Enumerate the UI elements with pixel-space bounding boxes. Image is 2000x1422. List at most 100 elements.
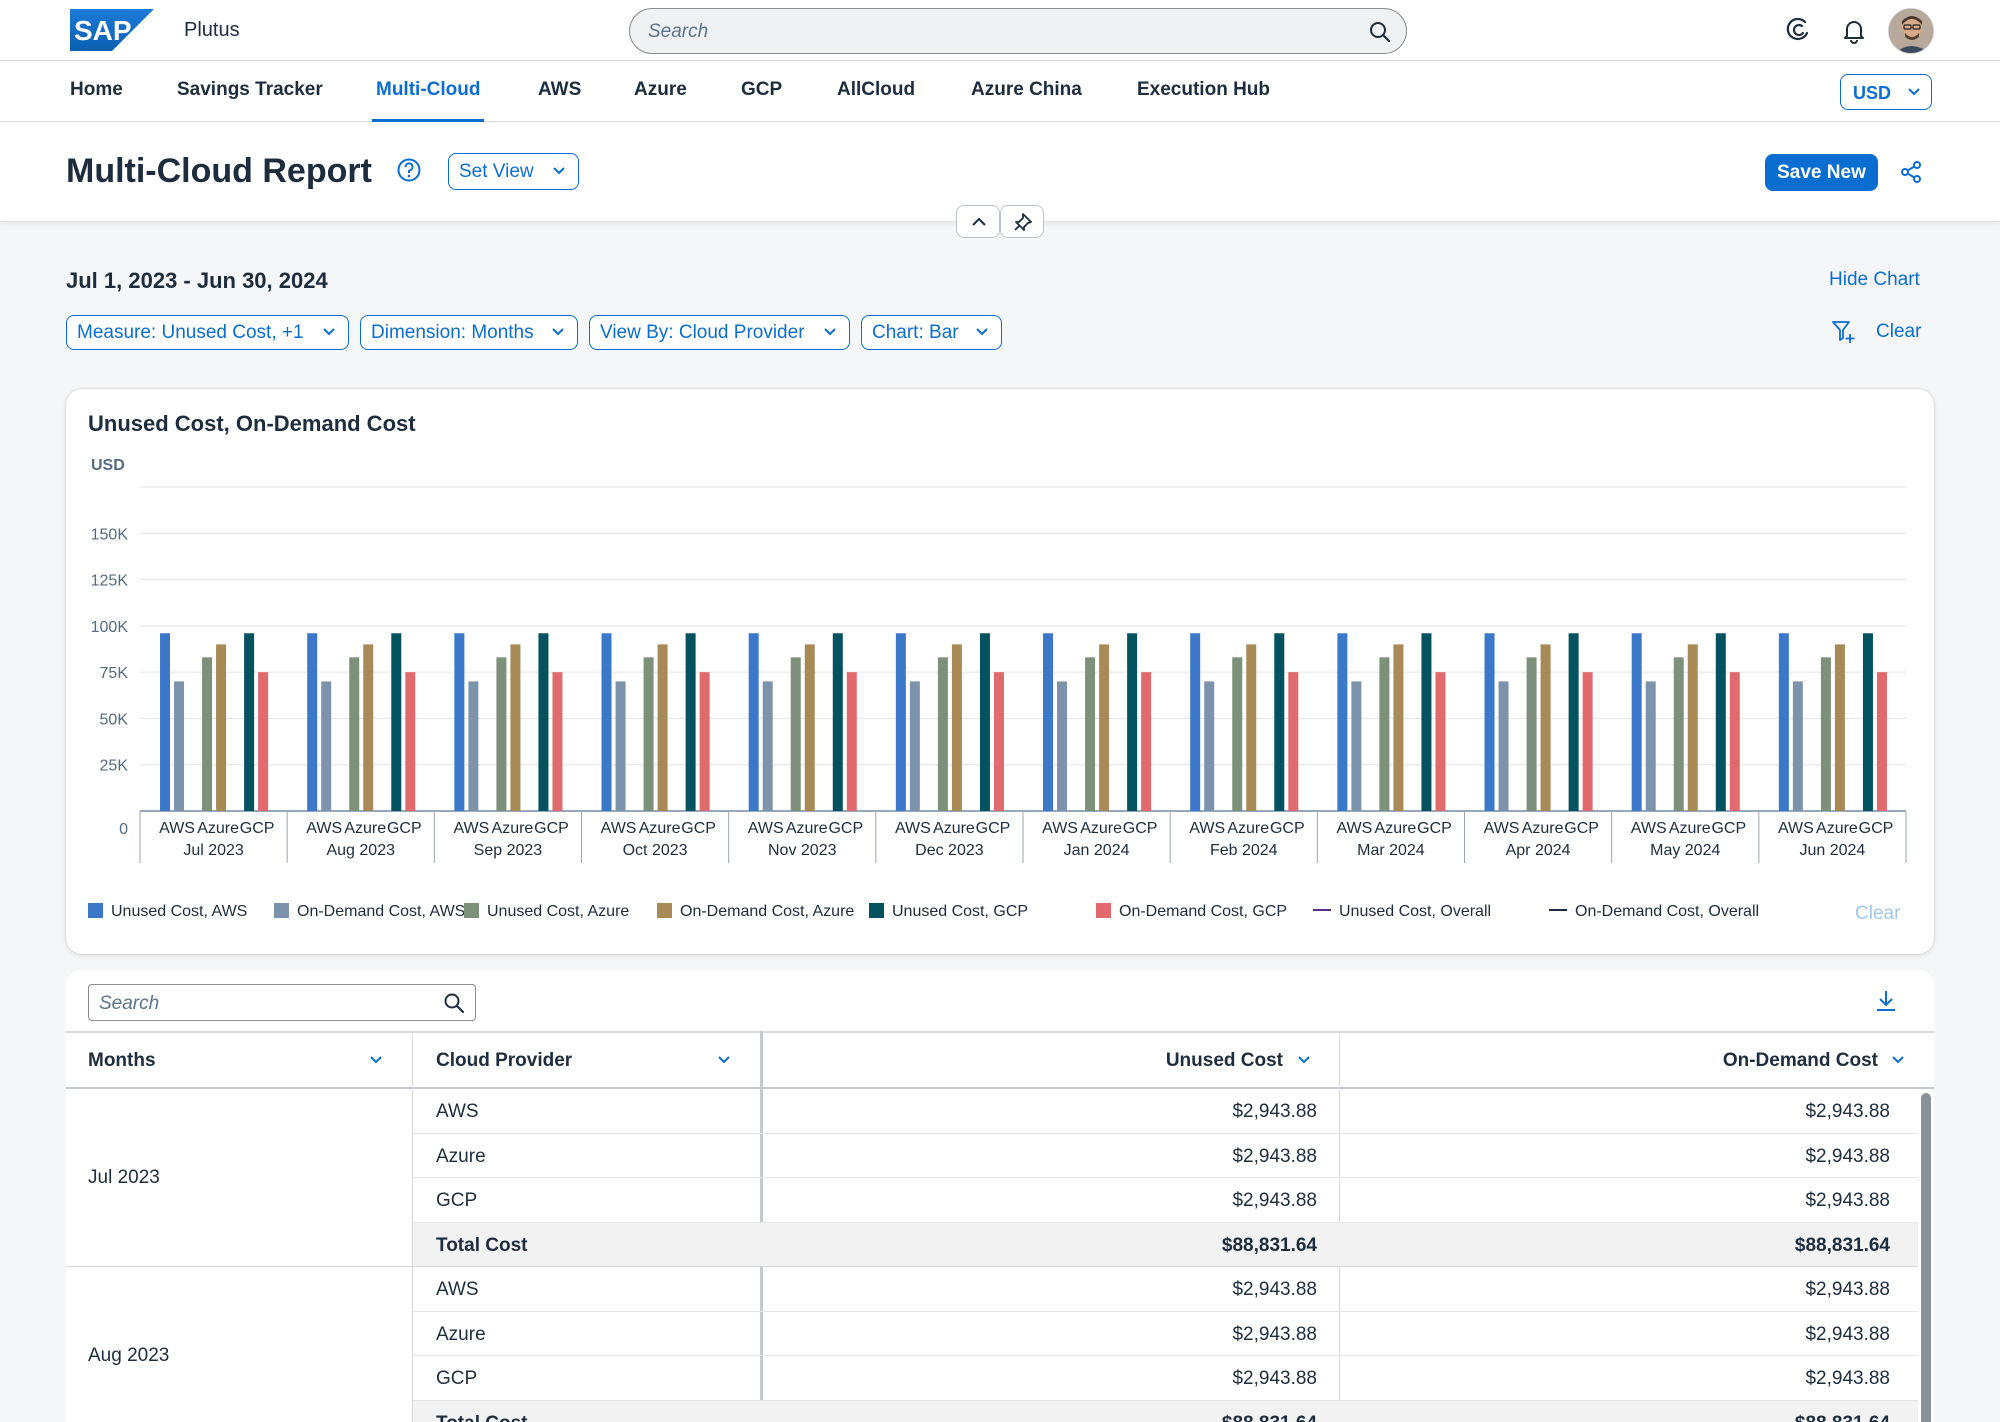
month-cell[interactable]: Aug 2023 (88, 1345, 170, 1366)
sap-logo[interactable]: SAP (70, 9, 154, 51)
bar (538, 633, 549, 811)
bar (1379, 657, 1390, 811)
nav-item-execution-hub[interactable]: Execution Hub (1137, 79, 1271, 100)
bar (895, 633, 906, 811)
user-avatar[interactable] (1888, 8, 1934, 54)
x-provider-label: AWS (1484, 820, 1520, 837)
nav-item-multi-cloud[interactable]: Multi-Cloud (371, 79, 485, 122)
clear-filters-link[interactable]: Clear (1876, 321, 1922, 342)
legend-swatch (869, 903, 884, 918)
provider-cell[interactable]: Azure (436, 1323, 486, 1345)
column-header-unused-cost[interactable]: Unused Cost (1066, 1033, 1283, 1089)
x-provider-label: Azure (639, 820, 681, 837)
notification-bell-icon[interactable] (1840, 16, 1868, 44)
unused-cost-cell[interactable]: $2,943.88 (1232, 1279, 1317, 1300)
download-icon[interactable] (1873, 988, 1899, 1014)
legend-item[interactable]: Unused Cost, Azure (464, 903, 629, 921)
legend-item[interactable]: On-Demand Cost, Azure (657, 903, 854, 921)
pin-header-button[interactable] (1000, 205, 1044, 238)
joule-icon[interactable] (1785, 16, 1813, 44)
on-demand-cost-cell[interactable]: $2,943.88 (1805, 1101, 1890, 1122)
chevron-down-icon[interactable] (1297, 1055, 1311, 1065)
chevron-down-icon[interactable] (717, 1055, 731, 1065)
chevron-down-icon[interactable] (369, 1055, 383, 1065)
search-icon[interactable] (1368, 20, 1392, 44)
nav-item-home[interactable]: Home (70, 79, 123, 100)
bar (748, 633, 759, 811)
column-header-cloud-provider[interactable]: Cloud Provider (436, 1033, 736, 1089)
unused-cost-cell[interactable]: $2,943.88 (1232, 1190, 1317, 1211)
y-tick-label: 100K (91, 619, 129, 636)
on-demand-cost-cell[interactable]: $2,943.88 (1805, 1145, 1890, 1167)
legend-item[interactable]: On-Demand Cost, GCP (1096, 903, 1287, 921)
y-tick-label: 125K (91, 573, 129, 590)
table-search-input[interactable]: Search (88, 984, 476, 1021)
nav-item-gcp[interactable]: GCP (741, 79, 783, 100)
bar (1288, 672, 1299, 811)
unused-cost-cell[interactable]: $2,943.88 (1232, 1323, 1317, 1345)
legend-item[interactable]: Unused Cost, GCP (869, 903, 1028, 921)
bar (1099, 644, 1110, 811)
provider-cell[interactable]: Azure (436, 1145, 486, 1167)
bar (615, 681, 626, 811)
x-provider-label: AWS (1631, 820, 1667, 837)
chart-type-filter-button[interactable]: Chart: Bar (861, 315, 1002, 350)
table-scrollbar[interactable] (1921, 1093, 1931, 1422)
legend-item[interactable]: Unused Cost, AWS (88, 903, 247, 921)
view-by-filter-button[interactable]: View By: Cloud Provider (589, 315, 850, 350)
unused-cost-cell[interactable]: $2,943.88 (1232, 1101, 1317, 1122)
unused-cost-cell[interactable]: $2,943.88 (1232, 1145, 1317, 1167)
shell-search-input[interactable]: Search (629, 8, 1407, 54)
legend-swatch (274, 903, 289, 918)
bar (1876, 672, 1887, 811)
dimension-filter-button[interactable]: Dimension: Months (360, 315, 578, 350)
nav-item-savings-tracker[interactable]: Savings Tracker (177, 79, 323, 100)
bar (1043, 633, 1054, 811)
on-demand-cost-cell[interactable]: $2,943.88 (1805, 1279, 1890, 1300)
column-header-months[interactable]: Months (88, 1033, 388, 1089)
provider-cell[interactable]: GCP (436, 1190, 478, 1211)
save-new-button[interactable]: Save New (1765, 154, 1878, 191)
legend-item[interactable]: On-Demand Cost, Overall (1549, 903, 1759, 921)
total-row-background (413, 1400, 1918, 1422)
nav-item-allcloud[interactable]: AllCloud (837, 79, 916, 100)
currency-select[interactable]: USD (1840, 74, 1932, 110)
legend-item[interactable]: Unused Cost, Overall (1313, 903, 1491, 921)
bar (1057, 681, 1068, 811)
legend-item[interactable]: On-Demand Cost, AWS (274, 903, 465, 921)
legend-label: Unused Cost, AWS (111, 903, 248, 920)
on-demand-cost-cell[interactable]: $2,943.88 (1805, 1190, 1890, 1211)
chevron-down-icon (553, 167, 565, 175)
bar (1484, 633, 1495, 811)
provider-cell[interactable]: AWS (436, 1101, 479, 1122)
chevron-down-icon[interactable] (1891, 1055, 1905, 1065)
help-icon[interactable] (396, 157, 422, 183)
column-header-on-demand-cost[interactable]: On-Demand Cost (1566, 1033, 1878, 1089)
nav-item-azure[interactable]: Azure (634, 79, 687, 100)
nav-item-aws[interactable]: AWS (538, 79, 582, 100)
provider-cell[interactable]: GCP (436, 1368, 478, 1389)
legend-label: On-Demand Cost, Overall (1575, 903, 1760, 920)
legend-swatch (657, 903, 672, 918)
bar (1673, 657, 1684, 811)
measure-filter-button[interactable]: Measure: Unused Cost, +1 (66, 315, 349, 350)
row-divider (413, 1355, 1918, 1356)
share-icon[interactable] (1899, 160, 1923, 184)
add-filter-icon[interactable] (1830, 318, 1856, 344)
group-divider (66, 1266, 1918, 1267)
hide-chart-link[interactable]: Hide Chart (1829, 269, 1920, 290)
set-view-button[interactable]: Set View (448, 153, 579, 190)
unused-cost-cell[interactable]: $2,943.88 (1232, 1368, 1317, 1389)
collapse-header-button[interactable] (956, 205, 1000, 238)
nav-item-azure-china[interactable]: Azure China (971, 79, 1082, 100)
month-cell[interactable]: Jul 2023 (88, 1167, 160, 1188)
on-demand-cost-cell[interactable]: $2,943.88 (1805, 1323, 1890, 1345)
x-provider-label: AWS (1042, 820, 1078, 837)
on-demand-cost-cell[interactable]: $2,943.88 (1805, 1368, 1890, 1389)
bar (1568, 633, 1579, 811)
provider-cell[interactable]: AWS (436, 1279, 479, 1300)
bar (202, 657, 213, 811)
legend-line-swatch (1549, 909, 1567, 911)
legend-clear-link[interactable]: Clear (1855, 903, 1901, 924)
search-icon[interactable] (443, 992, 465, 1014)
